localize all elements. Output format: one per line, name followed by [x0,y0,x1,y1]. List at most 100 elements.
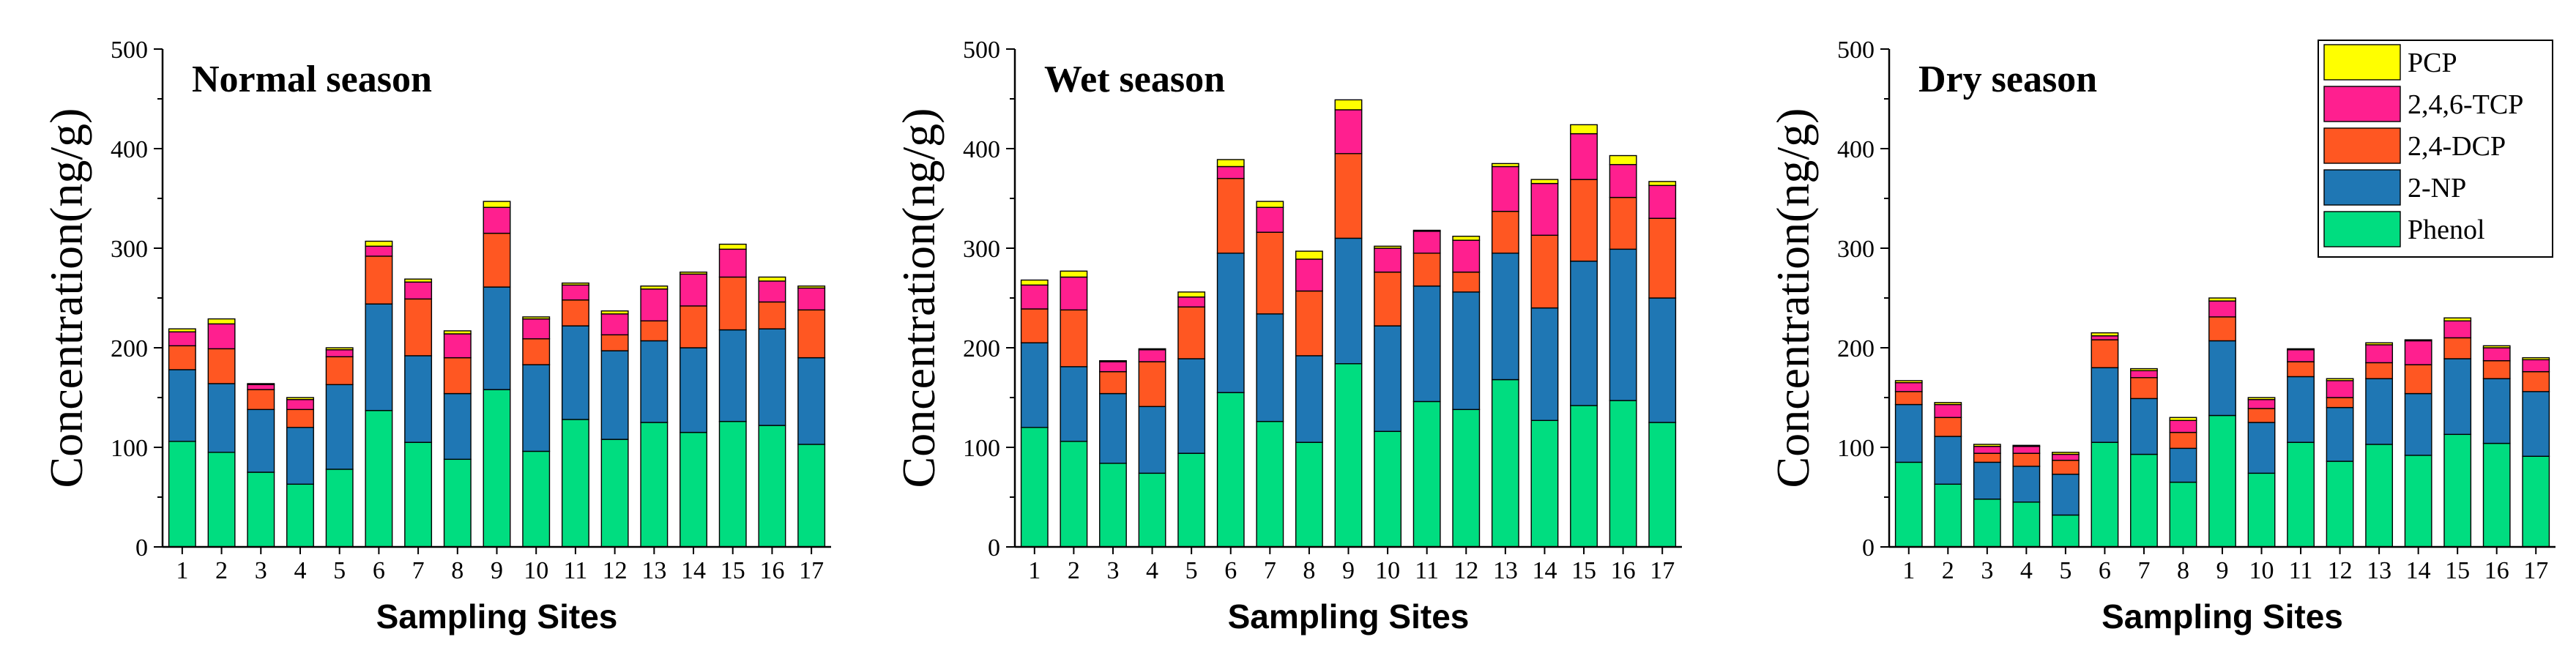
x-tick-label: 13 [641,557,666,584]
bar-segment-2-4-6-tcp-site-9 [1334,109,1363,154]
y-tick-label: 500 [1837,37,1875,64]
bar-segment-pcp-site-13 [640,285,669,290]
bar-segment-2-np-site-7 [1256,313,1284,422]
bar-segment-2-4-dcp-site-2 [1934,417,1962,437]
bar-segment-2-4-dcp-site-12 [600,334,629,351]
bar-segment-2-4-6-tcp-site-11 [2287,349,2315,362]
bar-segment-2-np-site-8 [2169,447,2197,483]
bar-segment-phenol-site-12 [2326,461,2354,548]
legend: PCP 2,4,6-TCP 2,4-DCP 2-NP Phenol [2318,40,2553,258]
chart-panel-1: 1 2 3 4 5 6 7 8 9 10 11 12 13 14 15 16 17010020030040050… [40,37,831,636]
bar-segment-2-4-dcp-site-8 [2169,431,2197,450]
bar-segment-pcp-site-6 [2091,332,2119,337]
bar-segment-2-np-site-5 [325,384,354,470]
x-axis-title: Sampling Sites [2102,597,2343,636]
bar-segment-2-4-dcp-site-10 [522,338,551,365]
chart-panel-2: 1 2 3 4 5 6 7 8 9 10 11 12 13 14 15 16 17010020030040050… [893,37,1682,636]
bar-segment-2-4-6-tcp-site-4 [1138,349,1166,362]
bar-segment-pcp-site-12 [600,310,629,315]
bar-segment-phenol-site-17 [2522,455,2550,548]
legend-swatch-phenol [2323,211,2401,247]
bar-segment-2-4-6-tcp-site-6 [1216,165,1245,179]
bar-segment-2-4-6-tcp-site-15 [718,248,747,278]
bar-segment-phenol-site-17 [797,444,826,548]
x-tick-label: 6 [1224,557,1237,584]
legend-swatch-2-4-6-tcp [2323,86,2401,122]
x-tick-label: 8 [2177,557,2189,584]
bar-segment-2-4-dcp-site-16 [2482,359,2511,379]
y-tick-label: 500 [963,37,1000,64]
x-tick-label: 3 [1981,557,1993,584]
bar-segment-2-np-site-14 [2404,392,2432,456]
bar-segment-2-np-site-14 [1530,307,1559,421]
bar-segment-pcp-site-17 [2522,357,2550,361]
x-tick-label: 12 [1453,557,1478,584]
bar-segment-phenol-site-1 [168,441,196,548]
bar-segment-2-4-6-tcp-site-8 [1295,258,1323,292]
bar-segment-pcp-site-1 [1020,279,1049,286]
bar-segment-pcp-site-15 [718,243,747,250]
bar-segment-phenol-site-16 [758,425,786,548]
bar-segment-phenol-site-3 [1973,499,2001,548]
bar-segment-phenol-site-8 [1295,441,1323,548]
x-tick-label: 15 [2445,557,2470,584]
bar-segment-pcp-site-9 [483,201,511,208]
bar-segment-pcp-site-3 [1099,359,1127,362]
bar-segment-phenol-site-2 [1934,483,1962,548]
bar-segment-2-np-site-3 [1973,461,2001,500]
bar-segment-pcp-site-17 [797,285,826,289]
x-tick-label: 11 [564,557,588,584]
bar-segment-2-4-6-tcp-site-13 [1491,165,1519,212]
bar-segment-2-4-6-tcp-site-5 [2051,453,2080,461]
bar-segment-2-4-6-tcp-site-6 [365,245,393,257]
bar-segment-2-4-dcp-site-10 [1374,271,1402,327]
bar-segment-pcp-site-8 [2169,417,2197,421]
bar-segment-phenol-site-2 [207,452,236,548]
bar-segment-2-4-dcp-site-6 [2091,339,2119,368]
bar-segment-2-4-dcp-site-13 [640,320,669,342]
bar-segment-2-4-6-tcp-site-4 [286,399,314,411]
bar-segment-phenol-site-14 [1530,420,1559,548]
bar-segment-2-4-dcp-site-2 [207,348,236,384]
bar-segment-2-np-site-12 [600,350,629,440]
bar-segment-2-4-6-tcp-site-13 [640,288,669,321]
bar-segment-phenol-site-16 [2482,442,2511,548]
bar-segment-2-np-site-16 [758,328,786,426]
bar-segment-phenol-site-9 [483,389,511,548]
x-tick-label: 1 [1028,557,1041,584]
bar-segment-pcp-site-13 [2365,342,2394,346]
bar-segment-pcp-site-7 [404,278,433,283]
x-tick-label: 1 [1902,557,1915,584]
bar-segment-2-4-dcp-site-15 [718,276,747,331]
bar-segment-2-4-dcp-site-17 [2522,370,2550,392]
x-tick-label: 7 [1264,557,1276,584]
bar-segment-2-np-site-15 [718,329,747,422]
bar-segment-pcp-site-11 [2287,348,2315,351]
bar-segment-2-4-6-tcp-site-4 [2012,445,2041,454]
bar-segment-2-np-site-3 [247,409,275,473]
bar-segment-pcp-site-12 [2326,378,2354,381]
bar-segment-pcp-site-9 [1334,99,1363,111]
bar-segment-pcp-site-16 [1609,154,1637,165]
bar-segment-2-np-site-11 [1412,285,1441,403]
bar-segment-phenol-site-13 [640,422,669,548]
bar-segment-2-4-6-tcp-site-3 [247,384,275,390]
bar-segment-2-4-dcp-site-7 [404,298,433,357]
bar-segment-2-np-site-2 [1934,436,1962,485]
bar-segment-pcp-site-9 [2208,297,2236,302]
bar-segment-2-4-6-tcp-site-14 [2404,340,2432,365]
x-tick-label: 7 [412,557,425,584]
bar-segment-pcp-site-1 [1894,380,1923,384]
bar-segment-2-4-6-tcp-site-15 [1570,133,1598,180]
y-tick-label: 200 [1837,335,1875,362]
x-tick-label: 16 [759,557,784,584]
bar-segment-2-np-site-1 [1020,342,1049,428]
x-tick-label: 7 [2137,557,2150,584]
bar-segment-2-4-dcp-site-2 [1060,309,1088,368]
x-tick-label: 12 [603,557,628,584]
x-tick-label: 8 [451,557,464,584]
bar-segment-pcp-site-14 [680,271,707,275]
legend-label: 2-NP [2408,173,2466,204]
x-tick-label: 16 [2484,557,2509,584]
bar-segment-pcp-site-5 [2051,452,2080,455]
